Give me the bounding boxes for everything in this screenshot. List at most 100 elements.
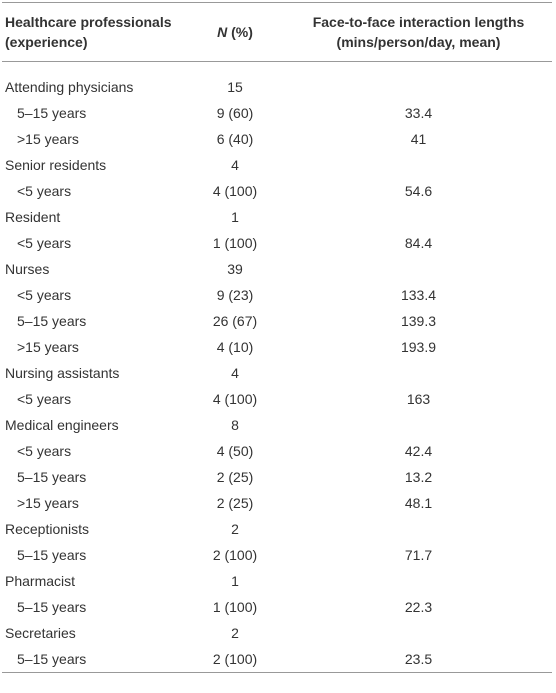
empty-cell <box>285 516 552 542</box>
group-row: Pharmacist 1 <box>2 568 552 594</box>
empty-cell <box>285 152 552 178</box>
table-header: Healthcare professionals (experience) N (… <box>2 2 552 62</box>
group-row: Receptionists 2 <box>2 516 552 542</box>
experience: <5 years <box>17 287 72 303</box>
subgroup-row: <5 years 4 (100) 54.6 <box>2 178 552 204</box>
header-cell: N (%) <box>185 2 285 62</box>
subgroup-row: <5 years 9 (23) 133.4 <box>2 282 552 308</box>
group-name: Secretaries <box>5 625 76 641</box>
group-row: Medical engineers 8 <box>2 412 552 438</box>
subgroup-row: <5 years 4 (50) 42.4 <box>2 438 552 464</box>
count-cell: 4 (100) <box>212 391 258 407</box>
group-count: 4 <box>231 157 239 173</box>
empty-cell <box>285 204 552 230</box>
header-line: (mins/person/day, mean) <box>336 34 501 50</box>
group-count: 1 <box>231 209 239 225</box>
subgroup-row: 5–15 years 9 (60) 33.4 <box>2 100 552 126</box>
subgroup-row: <5 years 4 (100) 163 <box>2 386 552 412</box>
count-cell: 2 (25) <box>216 469 254 485</box>
interaction-cell: 133.4 <box>400 287 437 303</box>
experience-cell: 5–15 years <box>2 594 185 620</box>
experience-cell: >15 years <box>2 126 185 152</box>
experience-cell: <5 years <box>2 230 185 256</box>
group-count: 39 <box>227 261 243 277</box>
experience: 5–15 years <box>17 469 87 485</box>
group-row: Nursing assistants 4 <box>2 360 552 386</box>
group-name: Pharmacist <box>5 573 76 589</box>
experience-cell: >15 years <box>2 490 185 516</box>
subgroup-row: 5–15 years 2 (100) 71.7 <box>2 542 552 568</box>
count-cell: 4 (50) <box>216 443 254 459</box>
experience-cell: 5–15 years <box>2 308 185 334</box>
empty-cell <box>285 620 552 646</box>
interaction-cell: 84.4 <box>404 235 433 251</box>
experience-cell: 5–15 years <box>2 100 185 126</box>
experience-cell: <5 years <box>2 386 185 412</box>
group-count: 2 <box>231 625 239 641</box>
subgroup-row: >15 years 2 (25) 48.1 <box>2 490 552 516</box>
header-row: Healthcare professionals (experience) N (… <box>2 2 552 62</box>
experience: 5–15 years <box>17 313 87 329</box>
count-cell: 2 (25) <box>216 495 254 511</box>
header-italic: N <box>217 24 228 40</box>
experience-cell: 5–15 years <box>2 464 185 490</box>
group-name: Nurses <box>5 261 50 277</box>
subgroup-row: 5–15 years 1 (100) 22.3 <box>2 594 552 620</box>
experience: >15 years <box>17 339 79 355</box>
empty-cell <box>285 360 552 386</box>
header-line: (experience) <box>5 34 88 50</box>
experience: >15 years <box>17 131 79 147</box>
experience: <5 years <box>17 183 72 199</box>
data-table: Healthcare professionals (experience) N (… <box>2 2 552 673</box>
experience-cell: >15 years <box>2 334 185 360</box>
experience: 5–15 years <box>17 651 87 667</box>
subgroup-row: 5–15 years 2 (25) 13.2 <box>2 464 552 490</box>
group-count: 1 <box>231 573 239 589</box>
group-count: 8 <box>231 417 239 433</box>
group-row: Senior residents 4 <box>2 152 552 178</box>
subgroup-row: >15 years 4 (10) 193.9 <box>2 334 552 360</box>
count-cell: 6 (40) <box>216 131 254 147</box>
subgroup-row: >15 years 6 (40) 41 <box>2 126 552 152</box>
count-cell: 9 (23) <box>216 287 254 303</box>
group-name: Resident <box>5 209 61 225</box>
header-cell: Healthcare professionals (experience) <box>2 2 185 62</box>
empty-cell <box>285 256 552 282</box>
experience: <5 years <box>17 235 72 251</box>
experience-cell: 5–15 years <box>2 646 185 673</box>
experience-cell: <5 years <box>2 178 185 204</box>
empty-cell <box>285 568 552 594</box>
count-cell: 1 (100) <box>212 599 258 615</box>
empty-cell <box>285 62 552 101</box>
count-cell: 2 (100) <box>212 547 258 563</box>
experience: <5 years <box>17 443 72 459</box>
interaction-cell: 54.6 <box>404 183 433 199</box>
header-text: (%) <box>231 24 253 40</box>
experience: <5 years <box>17 391 72 407</box>
interaction-cell: 42.4 <box>404 443 433 459</box>
interaction-cell: 139.3 <box>400 313 437 329</box>
subgroup-row: 5–15 years 26 (67) 139.3 <box>2 308 552 334</box>
interaction-cell: 193.9 <box>400 339 437 355</box>
count-cell: 2 (100) <box>185 646 285 673</box>
experience-cell: <5 years <box>2 438 185 464</box>
group-count: 4 <box>231 365 239 381</box>
group-row: Resident 1 <box>2 204 552 230</box>
experience: >15 years <box>17 495 79 511</box>
group-row: Secretaries 2 <box>2 620 552 646</box>
experience: 5–15 years <box>17 547 87 563</box>
interaction-cell: 48.1 <box>404 495 433 511</box>
count-cell: 1 (100) <box>212 235 258 251</box>
count-cell: 26 (67) <box>212 313 258 329</box>
count-cell: 9 (60) <box>216 105 254 121</box>
group-name: Senior residents <box>5 157 107 173</box>
group-name: Medical engineers <box>5 417 119 433</box>
group-name: Receptionists <box>5 521 90 537</box>
count-cell: 4 (100) <box>212 183 258 199</box>
header-cell: Face-to-face interaction lengths (mins/pe… <box>285 2 552 62</box>
empty-cell <box>285 412 552 438</box>
interaction-cell: 71.7 <box>404 547 433 563</box>
subgroup-row: 5–15 years 2 (100) 23.5 <box>2 646 552 673</box>
table-body: Attending physicians 15 5–15 years 9 (60) 33… <box>2 62 552 673</box>
interaction-cell: 13.2 <box>404 469 433 485</box>
